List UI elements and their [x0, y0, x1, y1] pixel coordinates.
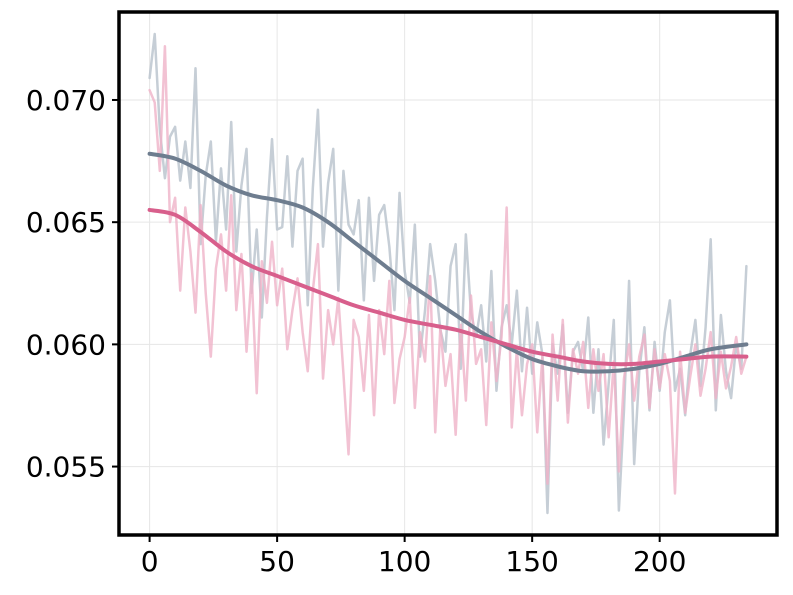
smoothed-series-line-3 [147, 207, 749, 367]
x-tick-label: 150 [505, 545, 558, 578]
grid-lines [119, 12, 777, 535]
y-tick-label: 0.060 [26, 328, 106, 361]
smoothed-series-line-2 [147, 151, 749, 374]
y-axis: 0.055 0.060 0.065 0.070 [26, 84, 119, 484]
series-layer [147, 32, 749, 515]
x-tick-label: 200 [633, 545, 686, 578]
y-tick-label: 0.055 [26, 451, 106, 484]
x-tick-label: 50 [259, 545, 295, 578]
y-tick-label: 0.070 [26, 84, 106, 117]
x-tick-label: 0 [141, 545, 159, 578]
raw-series-line-1 [148, 44, 748, 495]
x-axis: 0 50 100 150 200 [141, 535, 686, 578]
x-tick-label: 100 [378, 545, 431, 578]
y-tick-label: 0.065 [26, 206, 106, 239]
plot-frame [117, 10, 779, 537]
